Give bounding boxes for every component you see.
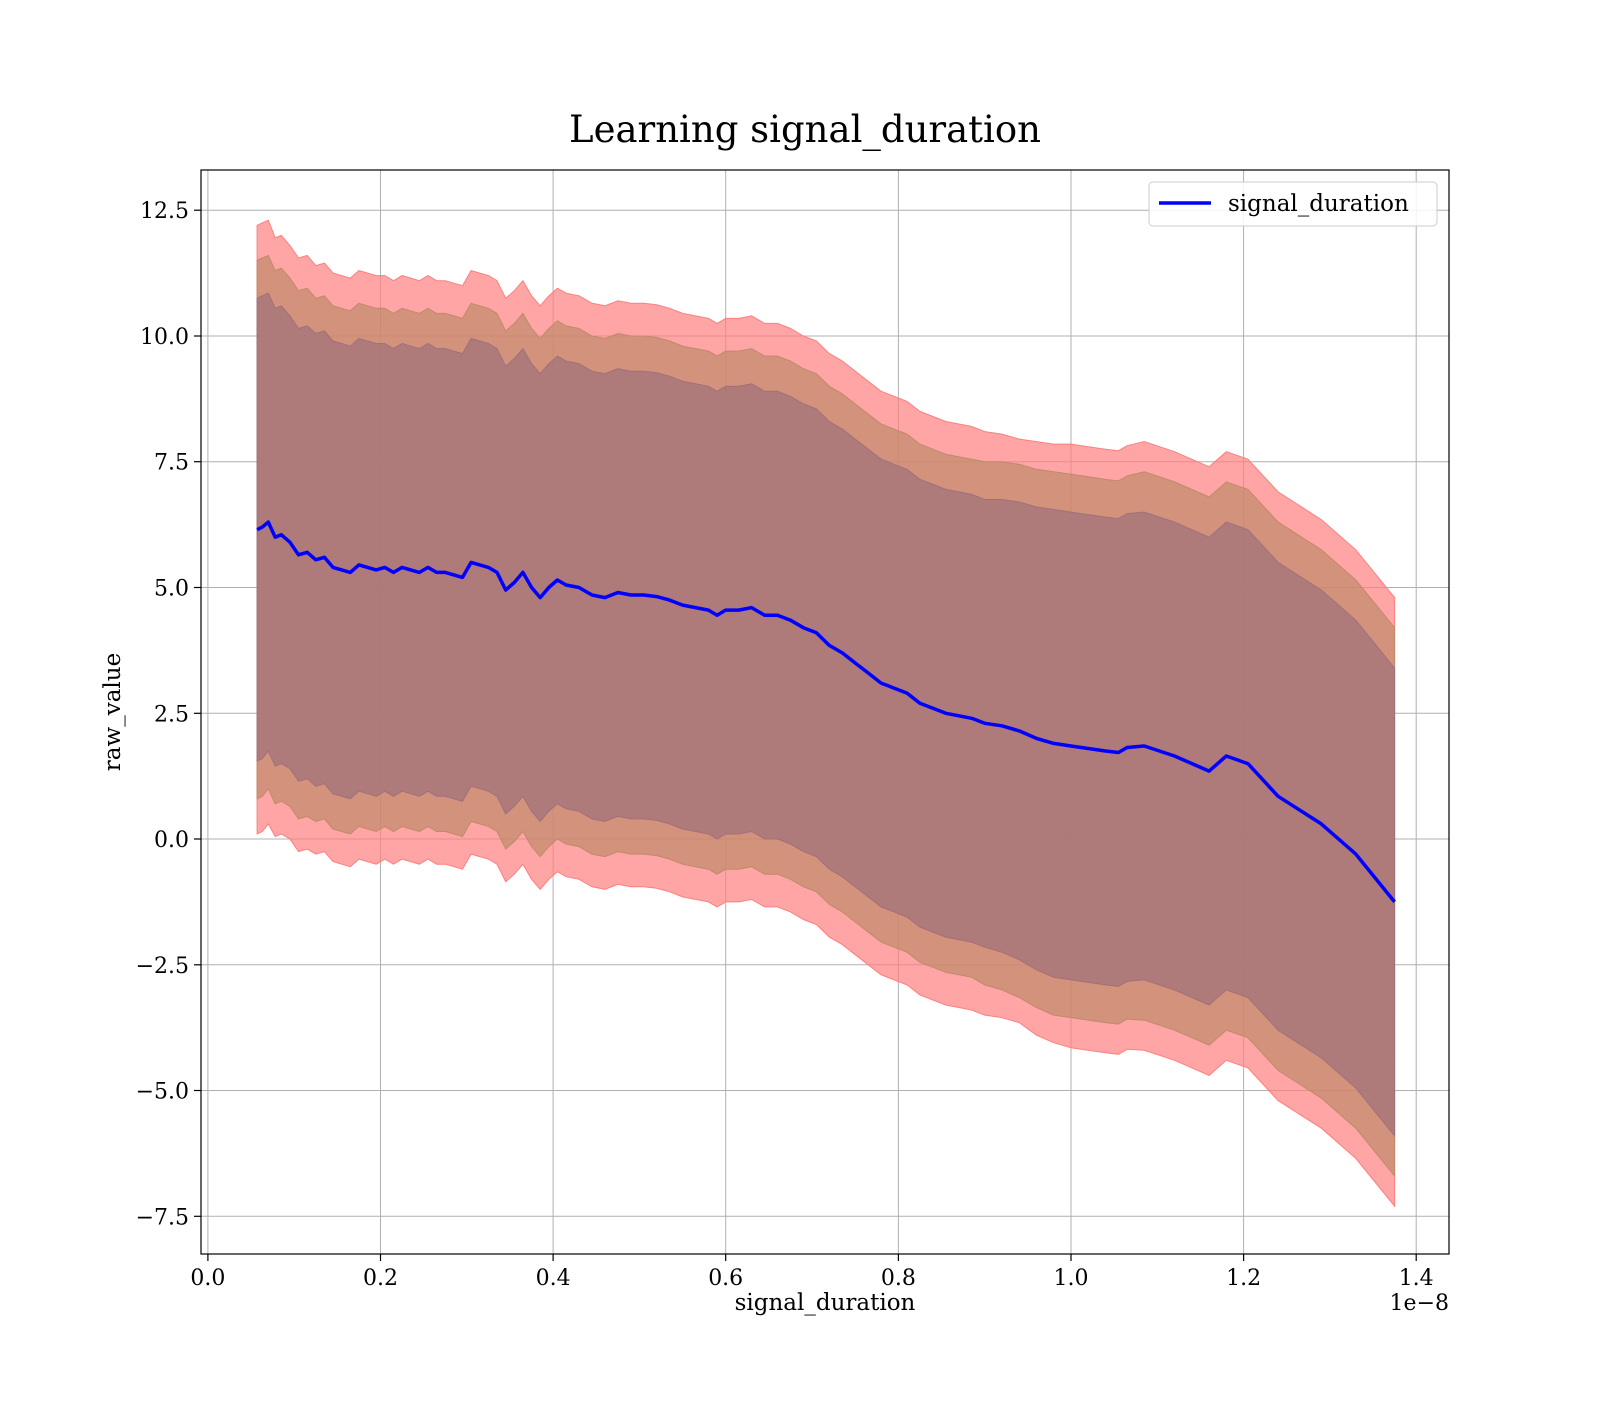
- y-tick-label: 0.0: [154, 828, 189, 853]
- y-tick-label: −5.0: [136, 1080, 189, 1105]
- x-axis-label: signal_duration: [735, 1290, 916, 1316]
- y-axis-ticks: −7.5 −5.0 −2.5 0.0 2.5 5.0 7.5 10.0 12.5: [136, 199, 201, 1230]
- x-tick-label: 0.6: [708, 1266, 743, 1291]
- x-tick-label: 0.0: [190, 1266, 225, 1291]
- y-tick-label: 2.5: [154, 702, 189, 727]
- x-tick-label: 1.4: [1399, 1266, 1434, 1291]
- y-tick-label: −7.5: [136, 1205, 189, 1230]
- series-lines: [256, 520, 1396, 904]
- legend-box: [1148, 181, 1438, 227]
- x-tick-label: 0.4: [536, 1266, 571, 1291]
- x-tick-label: 1.0: [1054, 1266, 1089, 1291]
- x-tick-label: 0.8: [881, 1266, 916, 1291]
- y-tick-label: −2.5: [136, 954, 189, 979]
- x-tick-label: 0.2: [363, 1266, 398, 1291]
- x-tick-label: 1.2: [1226, 1266, 1261, 1291]
- x-axis-offset-label: 1e−8: [1390, 1291, 1449, 1316]
- band-inner: [256, 292, 1396, 1138]
- plot-frame: [200, 169, 1450, 1255]
- x-axis-ticks: 0.0 0.2 0.4 0.6 0.8 1.0 1.2 1.4: [190, 1254, 1434, 1291]
- confidence-bands: [256, 219, 1396, 1208]
- chart-title: Learning signal_duration: [569, 108, 1041, 152]
- series-line: [256, 520, 1396, 904]
- y-tick-label: 12.5: [140, 199, 189, 224]
- y-axis-label: raw_value: [100, 653, 126, 771]
- legend: signal_duration: [1148, 181, 1438, 227]
- y-tick-label: 10.0: [140, 325, 189, 350]
- y-tick-label: 7.5: [154, 451, 189, 476]
- y-tick-label: 5.0: [154, 577, 189, 602]
- legend-label: signal_duration: [1228, 191, 1409, 217]
